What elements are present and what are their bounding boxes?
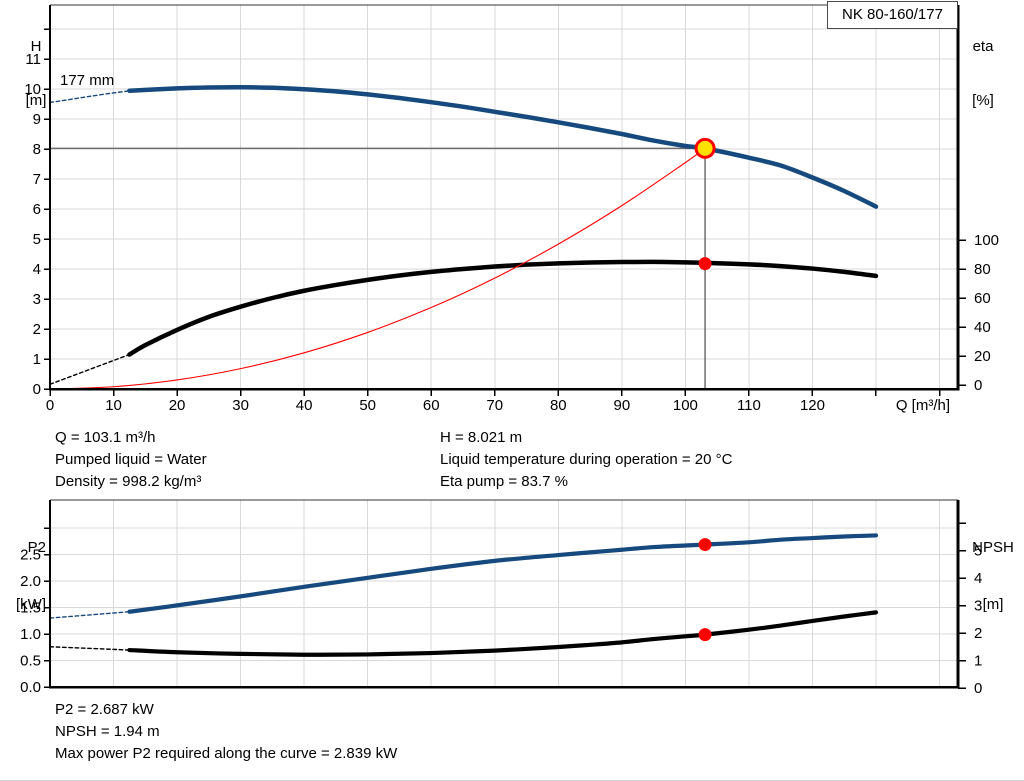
npsh-curve-extrapolated — [49, 646, 131, 651]
p2-curve-extrapolated — [49, 611, 131, 619]
svg-text:30: 30 — [232, 397, 249, 414]
operating-point-info-left: Q = 103.1 m³/h Pumped liquid = Water Den… — [55, 427, 207, 493]
svg-text:60: 60 — [423, 397, 440, 414]
svg-text:100: 100 — [673, 397, 698, 414]
info-line-p2: P2 = 2.687 kW — [55, 701, 154, 718]
svg-text:0: 0 — [974, 680, 982, 697]
axis-tick-labels: 0.0 0.5 1.0 1.5 2.0 2.5 0 1 2 3 4 5 — [20, 543, 982, 698]
svg-text:1: 1 — [974, 653, 982, 670]
gridlines — [50, 500, 958, 687]
npsh-operating-point — [698, 628, 712, 642]
p2-curve — [127, 533, 879, 614]
h-axis-title-line2: [m] — [25, 92, 47, 109]
svg-text:40: 40 — [974, 319, 991, 336]
svg-text:20: 20 — [169, 397, 186, 414]
svg-text:110: 110 — [737, 397, 761, 414]
svg-text:9: 9 — [33, 111, 41, 128]
svg-text:80: 80 — [974, 261, 991, 278]
operating-point-info-right: H = 8.021 m Liquid temperature during op… — [440, 427, 732, 493]
eta-axis-title-line2: [%] — [972, 92, 994, 109]
svg-text:2: 2 — [33, 321, 41, 338]
eta-curve-extrapolated — [49, 353, 131, 385]
gridlines — [50, 5, 958, 389]
svg-text:90: 90 — [613, 397, 630, 414]
svg-text:8: 8 — [33, 141, 41, 158]
eta-curve — [127, 259, 879, 357]
svg-text:2: 2 — [974, 625, 982, 642]
p2-npsh-chart[interactable]: 0.0 0.5 1.0 1.5 2.0 2.5 0 1 2 3 4 5 — [0, 498, 1024, 708]
axis-tick-labels: 0 10 20 30 40 50 60 70 80 90 100 110 120 Q [m³/h]0123… — [24, 51, 999, 414]
svg-text:120: 120 — [800, 397, 825, 414]
system-curve — [49, 147, 706, 390]
svg-text:20: 20 — [974, 348, 991, 365]
head-curve-extrapolated — [49, 90, 131, 104]
axes — [44, 4, 966, 396]
info-line-eta-pump: Eta pump = 83.7 % — [440, 473, 568, 490]
svg-text:2.5: 2.5 — [20, 547, 41, 564]
npsh-curve — [127, 610, 879, 657]
info-line-pumped-liquid: Pumped liquid = Water — [55, 451, 207, 468]
svg-text:80: 80 — [550, 397, 567, 414]
hq-performance-chart[interactable]: 0 10 20 30 40 50 60 70 80 90 100 110 120 Q [m³/h]0123… — [0, 0, 1024, 425]
p2-operating-point — [698, 538, 712, 552]
svg-text:0.0: 0.0 — [20, 679, 41, 696]
svg-text:10: 10 — [105, 397, 122, 414]
svg-text:3: 3 — [974, 598, 982, 615]
svg-text:50: 50 — [359, 397, 376, 414]
info-line-liquid-temperature: Liquid temperature during operation = 20… — [440, 451, 733, 468]
npsh-axis-title: NPSH [m] — [966, 500, 1020, 652]
p2-axis-title-line2: [kW] — [16, 596, 46, 613]
npsh-axis-title-line2: [m] — [982, 596, 1004, 613]
info-line-npsh: NPSH = 1.94 m — [55, 723, 160, 740]
info-line-density: Density = 998.2 kg/m³ — [55, 473, 202, 490]
h-axis-title: H [m] — [21, 2, 51, 146]
eta-axis-title: eta [%] — [967, 2, 999, 146]
svg-text:0: 0 — [33, 381, 41, 398]
impeller-diameter-label: 177 mm — [60, 72, 115, 89]
svg-text:4: 4 — [33, 261, 41, 278]
eta-axis-title-line1: eta — [972, 38, 994, 55]
info-line-h: H = 8.021 m — [440, 429, 523, 446]
svg-text:60: 60 — [974, 290, 991, 307]
svg-text:3: 3 — [33, 291, 41, 308]
svg-text:1.0: 1.0 — [20, 626, 41, 643]
svg-text:70: 70 — [486, 397, 503, 414]
pump-type-label-box: NK 80-160/177 — [827, 1, 958, 29]
svg-text:0: 0 — [46, 397, 54, 414]
svg-text:1.5: 1.5 — [20, 600, 41, 617]
svg-text:4: 4 — [974, 570, 982, 587]
p2-axis-title: P2 [kW] — [1, 500, 46, 652]
svg-text:5: 5 — [974, 543, 982, 560]
head-curve — [127, 84, 879, 209]
power-npsh-info: P2 = 2.687 kW NPSH = 1.94 m Max power P2… — [55, 699, 397, 765]
svg-text:0: 0 — [974, 377, 982, 394]
p2-axis-title-line1: P2 — [27, 539, 46, 556]
svg-text:11: 11 — [25, 51, 41, 68]
svg-text:2.0: 2.0 — [20, 573, 41, 590]
npsh-axis-title-line1: NPSH — [972, 539, 1014, 556]
svg-text:7: 7 — [33, 171, 41, 188]
duty-point[interactable] — [694, 137, 716, 159]
svg-text:6: 6 — [33, 201, 41, 218]
eta-operating-point — [698, 257, 712, 271]
info-line-q: Q = 103.1 m³/h — [55, 429, 156, 446]
svg-text:5: 5 — [33, 231, 41, 248]
svg-text:100: 100 — [974, 232, 999, 249]
x-axis-unit-label: Q [m³/h] — [896, 397, 950, 414]
svg-text:40: 40 — [296, 397, 313, 414]
svg-text:0.5: 0.5 — [20, 653, 41, 670]
svg-text:10: 10 — [24, 81, 41, 98]
h-axis-title-line1: H — [30, 38, 42, 55]
info-line-max-power: Max power P2 required along the curve = … — [55, 745, 398, 762]
svg-text:1: 1 — [33, 351, 41, 368]
axes — [44, 499, 966, 689]
